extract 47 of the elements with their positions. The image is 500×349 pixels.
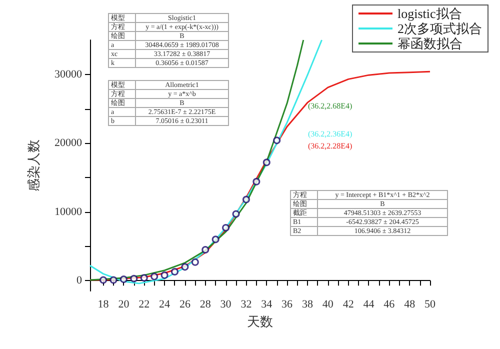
annotation: (36.2,2.36E4) — [308, 130, 353, 138]
point — [110, 276, 118, 284]
annotation: (36.2,2.68E4) — [308, 102, 353, 110]
point — [242, 196, 250, 204]
annotation: (36.2,2.28E4) — [308, 142, 353, 150]
x-tick-label: 44 — [363, 298, 375, 310]
point — [202, 246, 210, 254]
x-tick-label: 42 — [342, 298, 354, 310]
point — [130, 274, 138, 282]
x-tick-label: 50 — [424, 298, 436, 310]
x-tick-label: 26 — [179, 298, 191, 310]
point — [181, 263, 189, 271]
x-tick-label: 20 — [118, 298, 130, 310]
x-tick-label: 34 — [261, 298, 273, 310]
x-tick-label: 18 — [98, 298, 110, 310]
legend-label: 幂函数拟合 — [398, 36, 462, 51]
y-tick-label: 0 — [76, 274, 82, 287]
legend-label: logistic拟合 — [398, 6, 462, 21]
point — [252, 178, 260, 186]
point — [171, 268, 178, 276]
x-tick-label: 28 — [200, 298, 212, 310]
point — [150, 272, 158, 280]
x-tick-label: 38 — [302, 298, 314, 310]
x-tick-label: 48 — [404, 298, 416, 310]
y-tick-label: 20000 — [54, 137, 82, 150]
x-tick-label: 46 — [384, 298, 396, 310]
x-tick-label: 40 — [322, 298, 334, 310]
x-tick-label: 36 — [282, 298, 294, 310]
point — [140, 274, 148, 282]
point — [160, 271, 168, 279]
point — [120, 276, 128, 284]
x-tick-label: 24 — [159, 298, 171, 310]
legend-label: 2次多项式拟合 — [398, 21, 482, 36]
point — [262, 158, 270, 166]
point — [273, 136, 281, 144]
x-tick-label: 22 — [138, 298, 150, 310]
y-tick-label: 30000 — [54, 68, 82, 80]
point — [212, 236, 220, 244]
point — [191, 258, 199, 266]
x-tick-label: 30 — [220, 298, 232, 310]
point — [232, 210, 240, 218]
x-axis-title: 天数 — [247, 314, 273, 329]
y-tick-label: 10000 — [54, 206, 82, 218]
x-tick-label: 32 — [240, 298, 252, 310]
point — [222, 224, 230, 232]
y-axis-title: 感染人数 — [26, 140, 41, 192]
point — [100, 276, 108, 284]
